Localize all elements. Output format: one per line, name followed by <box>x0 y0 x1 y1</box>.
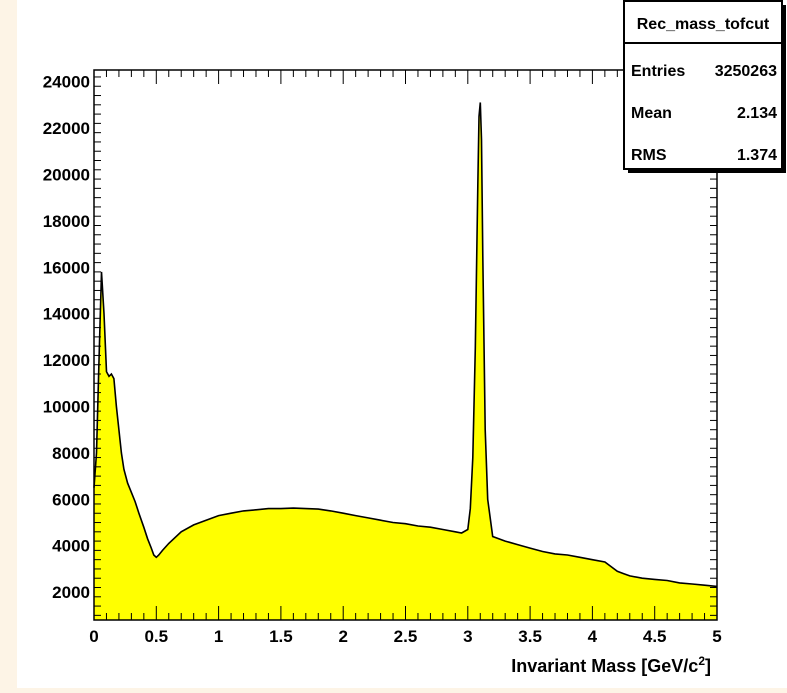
y-tick-label: 22000 <box>43 119 90 138</box>
stats-entries-value: 3250263 <box>715 63 777 80</box>
histogram-outline <box>93 102 718 588</box>
x-tick-label: 3.5 <box>518 627 542 646</box>
histogram-fill-layer <box>93 102 718 620</box>
plot-panel: 0 0.5 1 1.5 2 2.5 3 3.5 4 4.5 5 2000 4000 6000 8000 10… <box>17 0 787 688</box>
stats-mean-label: Mean <box>631 105 672 122</box>
x-tick-label: 4.5 <box>643 627 667 646</box>
stats-rms-value: 1.374 <box>737 147 777 164</box>
x-tick-label: 5 <box>712 627 721 646</box>
stats-entries-label: Entries <box>631 63 685 80</box>
x-axis-title-end: ] <box>705 656 711 676</box>
x-axis-title: Invariant Mass [GeV/c2] <box>511 654 711 676</box>
x-tick-label: 0 <box>89 627 98 646</box>
stats-mean-value: 2.134 <box>737 105 777 122</box>
x-axis-title-sup: 2 <box>698 654 705 668</box>
y-tick-label: 14000 <box>43 305 90 324</box>
x-tick-label: 2.5 <box>394 627 418 646</box>
y-tick-label: 24000 <box>43 73 90 92</box>
stats-box-title: Rec_mass_tofcut <box>637 16 770 33</box>
stats-box-frame <box>623 0 783 170</box>
y-tick-label: 16000 <box>43 258 90 277</box>
histogram-fill <box>94 102 717 620</box>
x-tick-label: 4 <box>588 627 598 646</box>
y-tick-label: 20000 <box>43 165 90 184</box>
y-tick-label: 4000 <box>52 537 90 556</box>
stats-rms-label: RMS <box>631 147 667 164</box>
y-tick-labels: 2000 4000 6000 8000 10000 12000 14000 16000 1800… <box>43 73 90 603</box>
x-tick-labels: 0 0.5 1 1.5 2 2.5 3 3.5 4 4.5 5 <box>89 627 721 646</box>
x-axis-title-main: Invariant Mass [GeV/c <box>511 656 698 676</box>
x-tick-label: 0.5 <box>144 627 168 646</box>
y-tick-label: 6000 <box>52 490 90 509</box>
y-tick-label: 8000 <box>52 444 90 463</box>
x-tick-label: 2 <box>338 627 347 646</box>
y-tick-label: 10000 <box>43 397 90 416</box>
x-tick-label: 3 <box>463 627 472 646</box>
y-tick-label: 18000 <box>43 212 90 231</box>
y-tick-label: 12000 <box>43 351 90 370</box>
x-tick-label: 1 <box>214 627 223 646</box>
axes-layer <box>93 69 718 621</box>
histogram-chart: 0 0.5 1 1.5 2 2.5 3 3.5 4 4.5 5 2000 4000 6000 8000 10… <box>43 0 786 676</box>
x-tick-label: 1.5 <box>269 627 293 646</box>
y-tick-label: 2000 <box>52 583 90 602</box>
stats-box: Rec_mass_tofcut Entries 3250263 Mean 2.1… <box>623 0 786 173</box>
